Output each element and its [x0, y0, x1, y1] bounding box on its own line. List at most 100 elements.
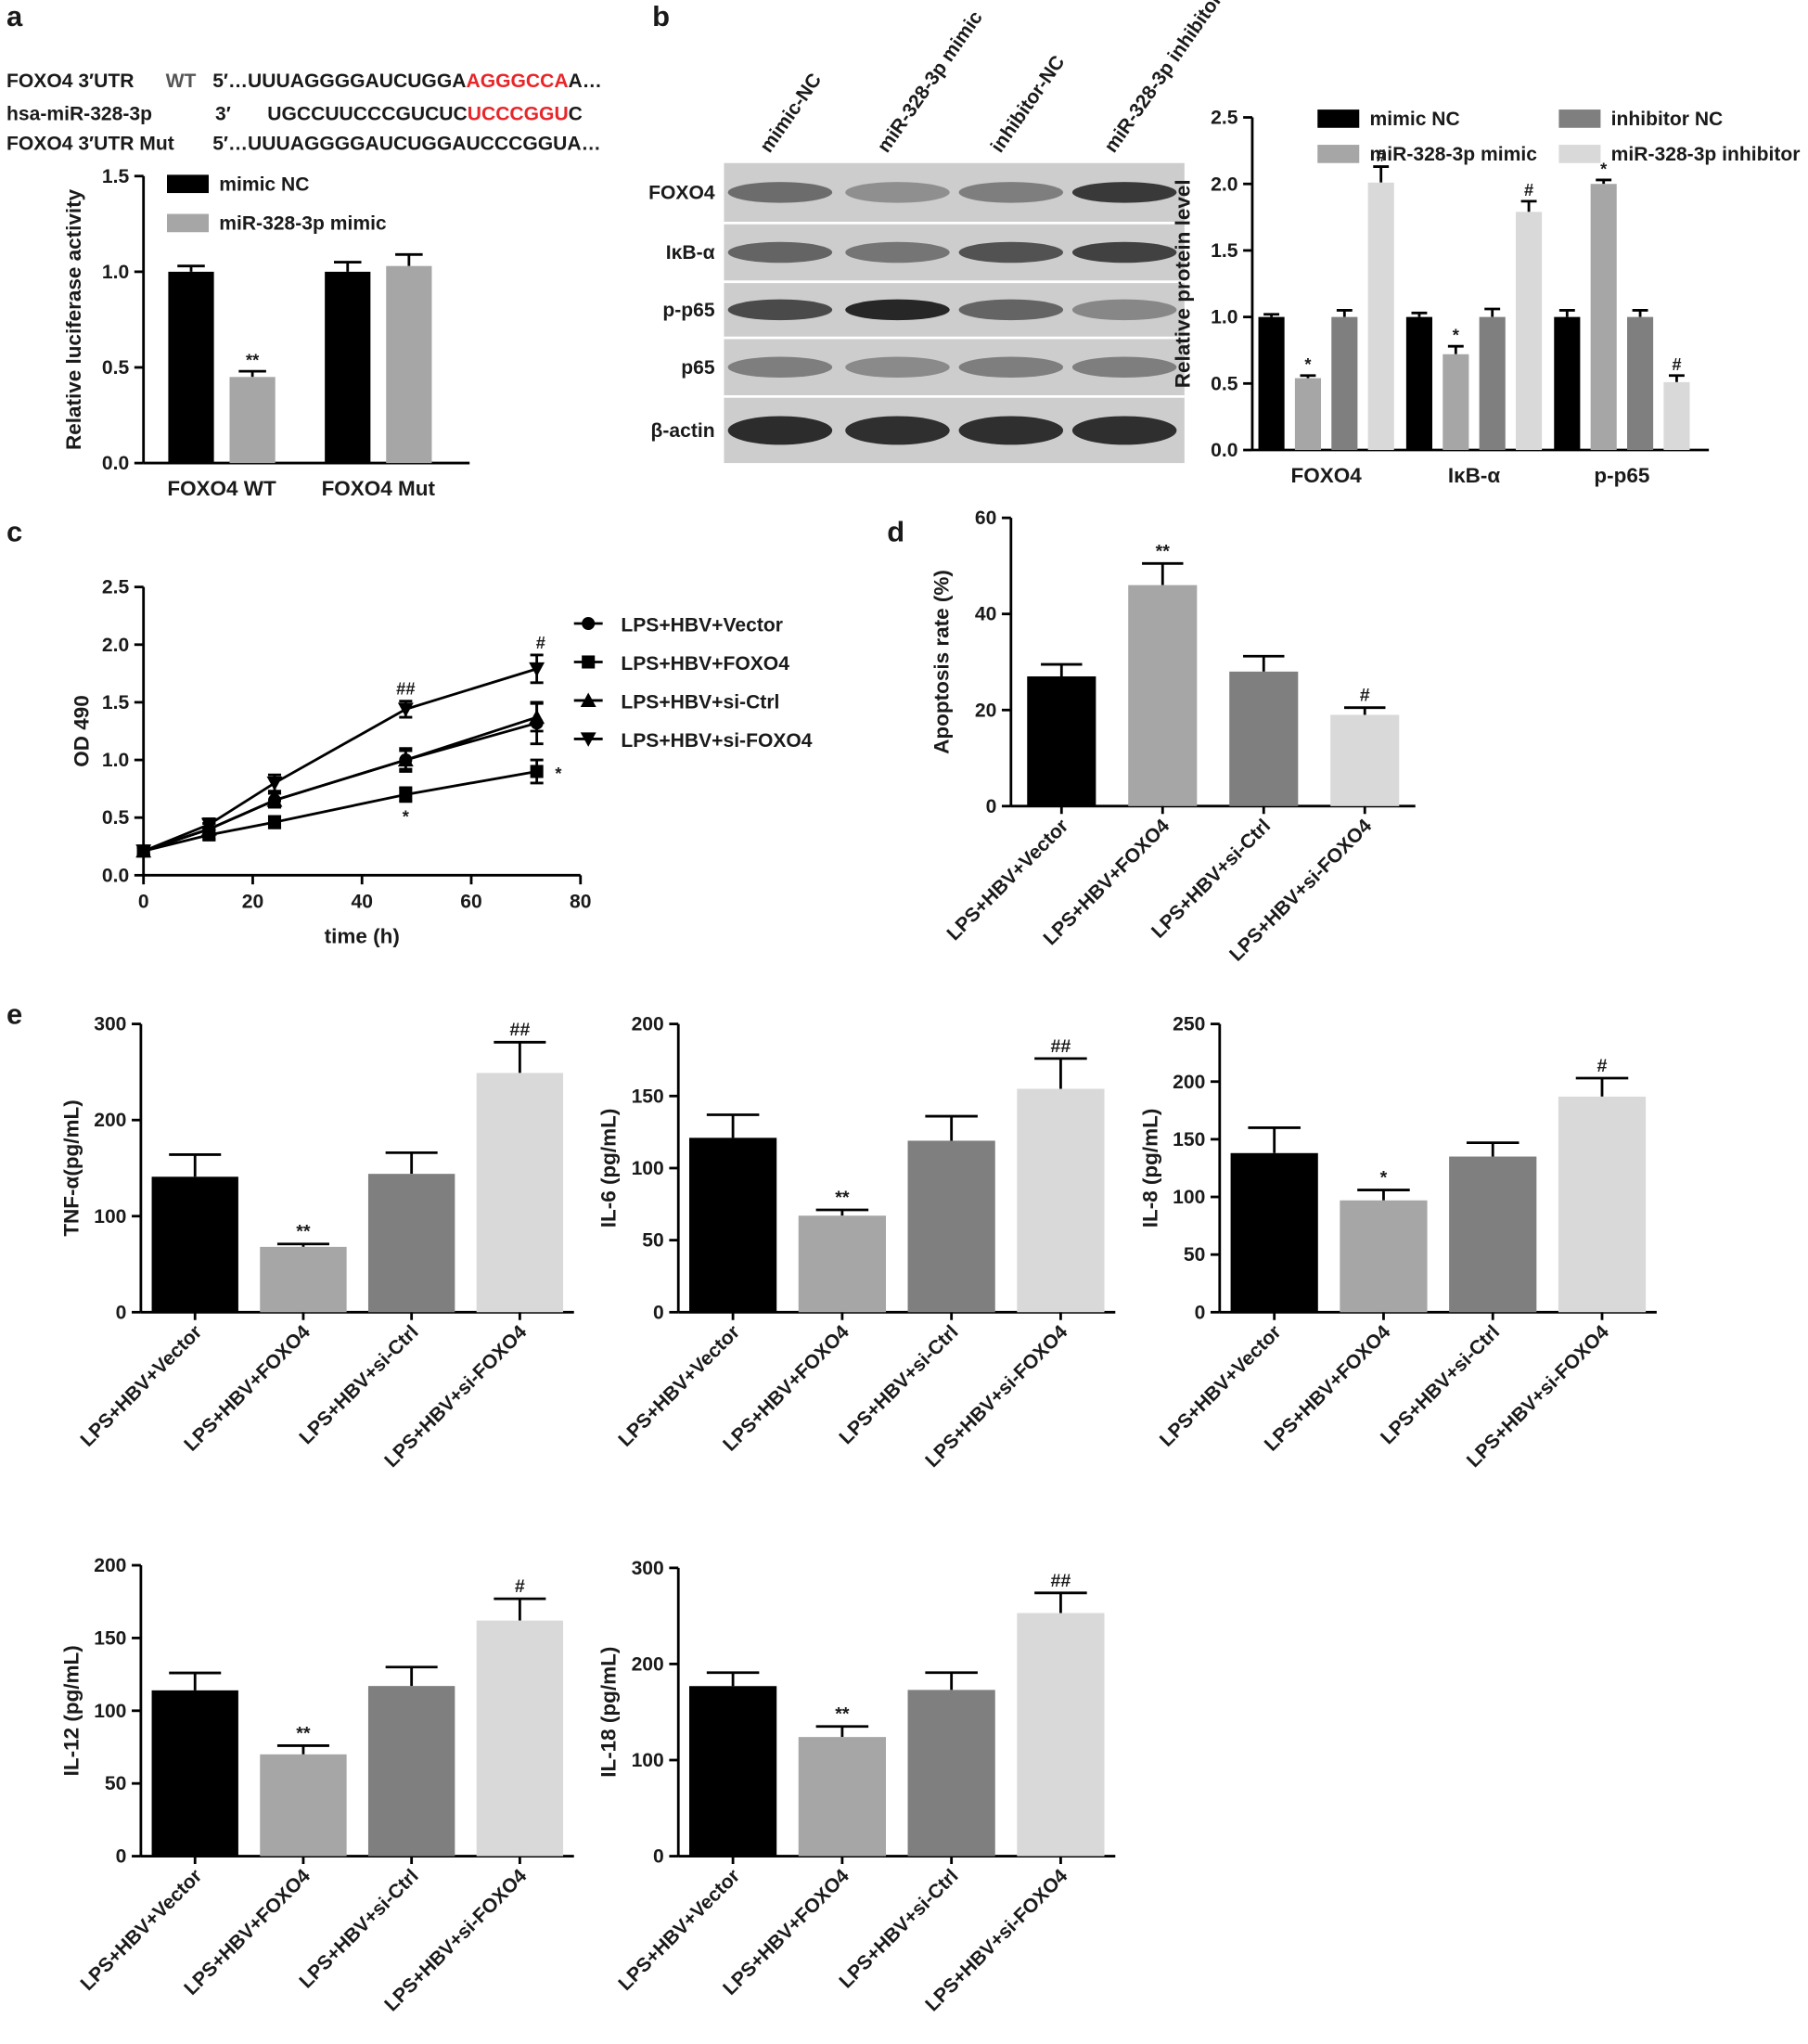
bar [1230, 1152, 1318, 1313]
error-bar [1357, 1189, 1410, 1201]
y-tick-label: 50 [105, 1773, 126, 1794]
bar [1340, 1200, 1428, 1313]
sequence-part: AGGGCCA [466, 71, 568, 92]
x-tick-label: 60 [460, 891, 481, 912]
significance-mark: # [1597, 1056, 1608, 1076]
error-bar [1243, 654, 1285, 672]
marker [266, 776, 283, 791]
blot-band [727, 416, 833, 445]
significance-mark: * [1380, 1168, 1388, 1189]
sequence-part: C [569, 103, 583, 124]
legend-label: LPS+HBV+Vector [621, 614, 783, 636]
y-tick-label: 100 [94, 1206, 126, 1228]
line [143, 770, 537, 853]
significance-mark: ## [1050, 1036, 1071, 1057]
significance-mark: ** [246, 350, 260, 369]
significance-mark: # [1377, 146, 1386, 165]
marker [529, 709, 545, 725]
panel-label: a [6, 0, 23, 32]
legend-swatch [166, 174, 209, 194]
bar [1331, 316, 1358, 451]
x-tick-label: LPS+HBV+Vector [614, 1321, 744, 1451]
bar [168, 271, 214, 464]
significance-mark: ## [1050, 1571, 1071, 1591]
error-bar [1263, 313, 1280, 317]
blot-band [958, 356, 1064, 378]
legend-swatch [1558, 109, 1601, 128]
y-tick-label: 0 [1195, 1302, 1206, 1323]
y-tick-label: 2.0 [102, 635, 129, 656]
blot-band [727, 182, 833, 203]
error-bar [1669, 374, 1685, 382]
legend-swatch [1317, 145, 1360, 163]
legend-label: miR-328-3p mimic [219, 212, 387, 234]
significance-mark: ** [835, 1188, 850, 1208]
significance-mark: ** [296, 1222, 311, 1242]
y-tick-label: 0.5 [102, 357, 130, 379]
error-bar [494, 1040, 546, 1073]
blot-protein-label: β-actin [650, 420, 714, 442]
y-tick-label: 150 [94, 1627, 126, 1649]
bar [229, 377, 276, 464]
y-tick-label: 200 [1173, 1072, 1205, 1093]
error-bar [1034, 1057, 1087, 1089]
blot-protein-label: IκB-α [666, 242, 715, 264]
legend-label: miR-328-3p inhibitor [1611, 144, 1801, 165]
bar [260, 1754, 347, 1857]
error-bar [238, 369, 266, 378]
significance-mark: ** [835, 1704, 850, 1725]
bar [1443, 354, 1469, 451]
blot-band [958, 416, 1064, 445]
y-tick-label: 300 [632, 1558, 664, 1579]
x-tick-label: FOXO4 WT [167, 477, 276, 500]
blot-band [845, 241, 950, 264]
bar [1367, 182, 1394, 451]
x-tick-label: LPS+HBV+Vector [76, 1865, 206, 1995]
sequence-part: A… [569, 71, 602, 92]
x-tick-label: LPS+HBV+Vector [1156, 1321, 1286, 1451]
error-bar [1411, 311, 1428, 317]
error-bar [276, 1242, 329, 1247]
blot-band [845, 182, 950, 203]
marker [399, 788, 413, 802]
x-tick-label: 20 [242, 891, 263, 912]
bar [151, 1690, 238, 1857]
y-tick-label: 0 [116, 1846, 127, 1868]
x-tick-label: FOXO4 [1291, 464, 1363, 487]
x-tick-label: IκB-α [1448, 464, 1501, 487]
y-tick-label: 1.5 [1211, 240, 1238, 262]
x-tick-label: LPS+HBV+FOXO4 [719, 1321, 853, 1456]
significance-mark: * [403, 806, 410, 826]
blot-band [1071, 241, 1177, 264]
sequence: UGCCUUCCCGUCUCUCCCGGUC [267, 103, 583, 124]
bar [1516, 212, 1543, 451]
error-bar [494, 1597, 546, 1621]
bar [1449, 1156, 1537, 1313]
significance-mark: # [1360, 686, 1370, 706]
bar [1017, 1613, 1105, 1857]
y-axis-label: TNF-α(pg/mL) [59, 1099, 83, 1236]
significance-mark: * [1600, 159, 1608, 178]
y-tick-label: 1.0 [102, 750, 129, 771]
significance-mark: # [515, 1576, 525, 1597]
x-tick-label: 80 [570, 891, 591, 912]
error-bar [276, 1744, 329, 1755]
x-tick-label: LPS+HBV+Vector [614, 1865, 744, 1995]
y-tick-label: 0.5 [1211, 373, 1238, 394]
error-bar [1466, 1141, 1519, 1157]
bar [1590, 184, 1617, 451]
bar [325, 271, 371, 464]
y-axis-label: IL-6 (pg/mL) [597, 1109, 621, 1228]
legend-label: LPS+HBV+FOXO4 [621, 653, 789, 675]
blot-band [958, 182, 1064, 203]
marker [397, 752, 414, 767]
bar [1027, 676, 1096, 806]
error-bar [706, 1113, 760, 1138]
marker [529, 662, 545, 677]
line [143, 715, 538, 853]
error-bar [1041, 662, 1083, 677]
y-tick-label: 1.5 [102, 692, 130, 713]
bar [798, 1215, 886, 1313]
y-tick-label: 2.5 [102, 577, 130, 598]
